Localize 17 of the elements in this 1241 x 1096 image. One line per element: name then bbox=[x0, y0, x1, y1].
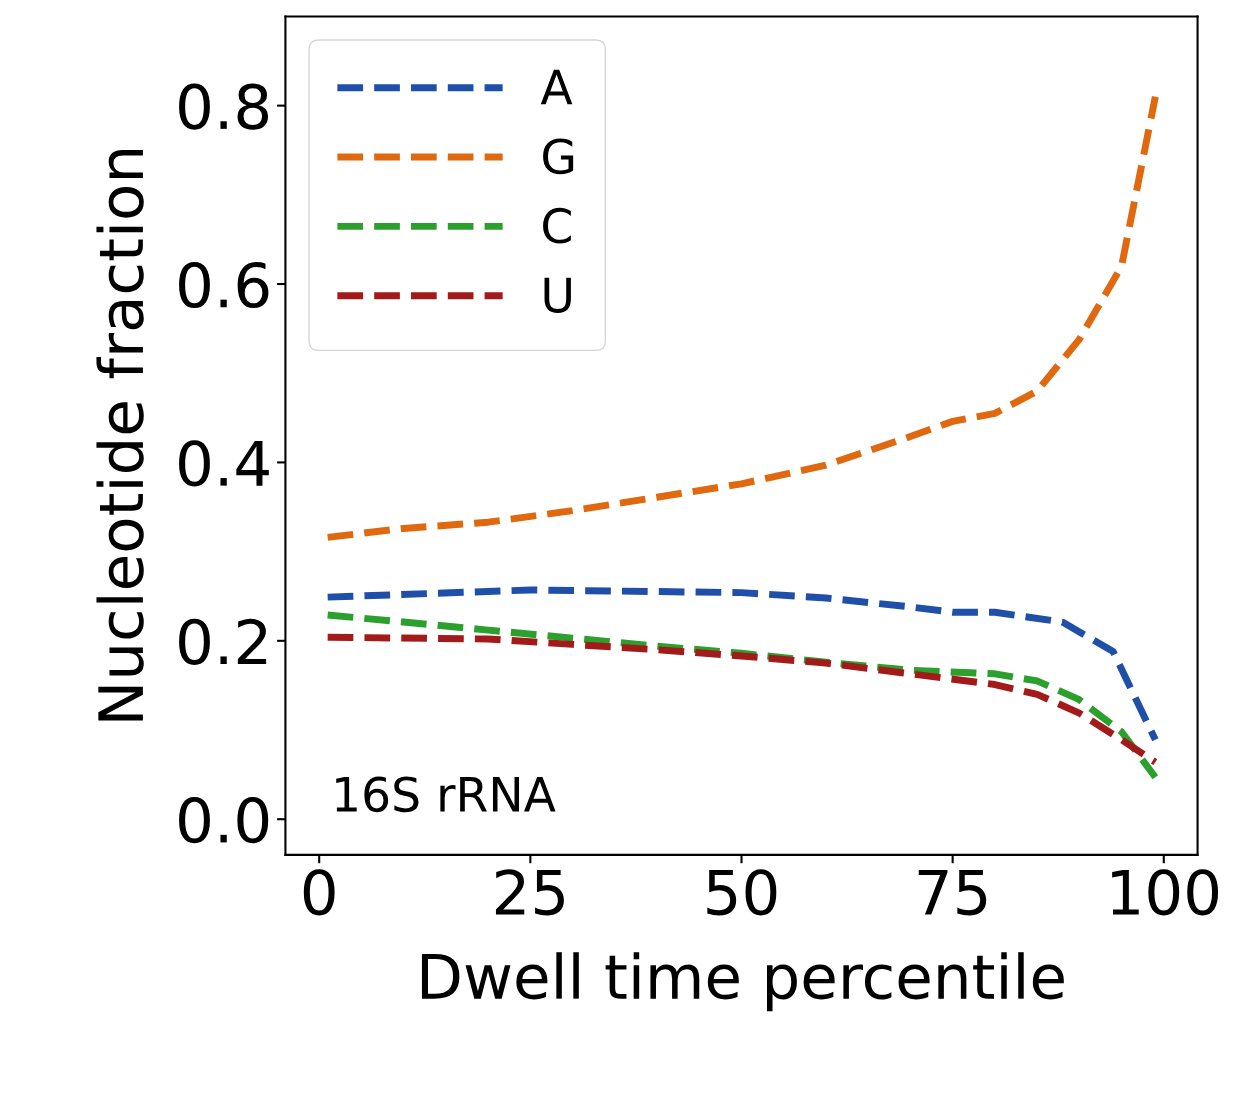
x-tick-label: 50 bbox=[707, 869, 777, 916]
legend-label: U bbox=[544, 277, 571, 313]
legend-label: A bbox=[540, 69, 573, 105]
y-tick-label: 0.6 bbox=[179, 261, 269, 309]
x-tick-label: 25 bbox=[495, 869, 564, 916]
legend-label: G bbox=[543, 138, 574, 175]
y-axis-title: Nucleotide fraction bbox=[96, 150, 144, 721]
x-tick-label: 75 bbox=[918, 869, 987, 916]
y-tick-label: 0.4 bbox=[179, 440, 269, 487]
y-tick-label: 0.0 bbox=[179, 797, 269, 844]
y-tick-label: 0.2 bbox=[179, 618, 267, 665]
y-tick-label: 0.8 bbox=[179, 83, 269, 130]
x-tick-label: 100 bbox=[1112, 869, 1219, 916]
annotation: 16S rRNA bbox=[336, 776, 556, 813]
legend-label: C bbox=[543, 207, 571, 244]
x-tick-label: 0 bbox=[303, 869, 335, 916]
x-axis-title: Dwell time percentile bbox=[421, 952, 1064, 1012]
